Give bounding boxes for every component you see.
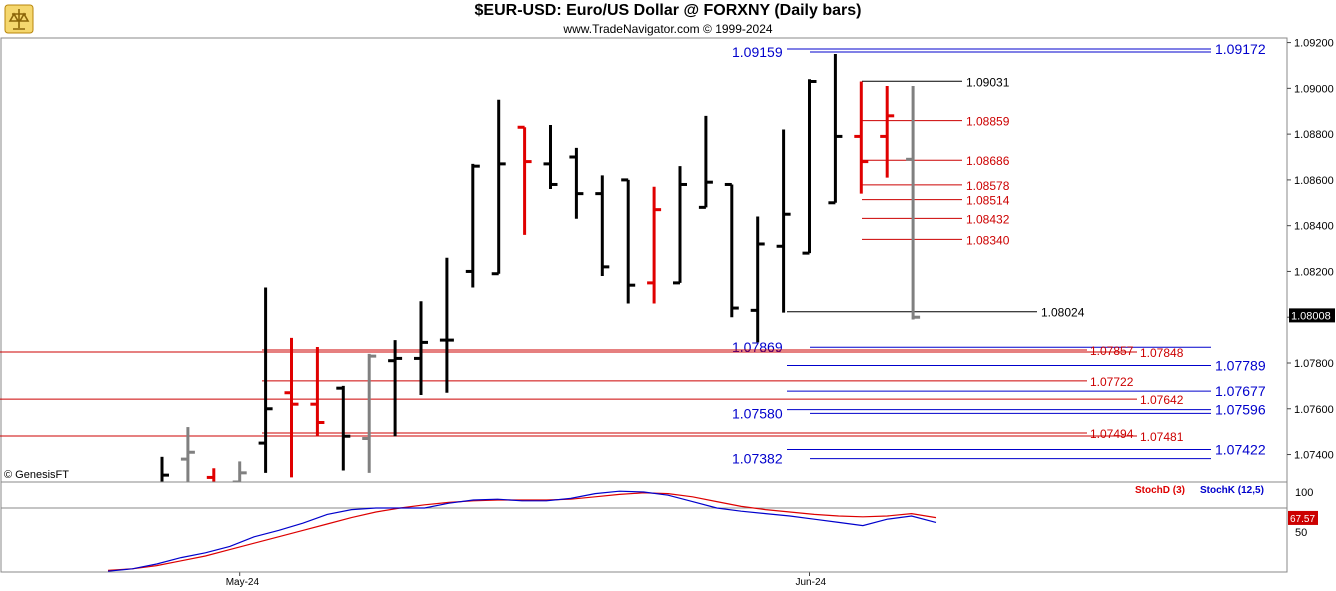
stoch-tick-label: 100 [1295, 487, 1313, 499]
level-label: 1.07857 [1090, 344, 1134, 358]
stoch-k-line [107, 490, 937, 572]
ohlc-bar [517, 125, 532, 235]
ohlc-bar [388, 340, 403, 437]
price-tick-label: 1.08200 [1294, 266, 1334, 278]
price-tick-label: 1.07400 [1294, 450, 1334, 462]
level-label: 1.07422 [1215, 442, 1266, 458]
ohlc-bar [647, 186, 662, 304]
level-label: 1.09172 [1215, 41, 1266, 57]
last-price-label: 1.08008 [1291, 310, 1331, 322]
ohlc-bar [284, 337, 299, 478]
stoch-value-label: 67.57 [1290, 514, 1315, 525]
level-label: 1.09159 [732, 44, 783, 60]
price-tick-label: 1.08400 [1294, 221, 1334, 233]
level-label: 1.07789 [1215, 358, 1266, 374]
ohlc-bar [336, 385, 351, 471]
credit-label: © GenesisFT [4, 469, 69, 481]
ohlc-bar [854, 81, 869, 194]
level-label: 1.07642 [1140, 393, 1184, 407]
level-label: 1.08024 [1041, 306, 1085, 320]
ohlc-bar [698, 115, 713, 209]
price-tick-label: 1.07800 [1294, 358, 1334, 370]
level-label: 1.07580 [732, 405, 783, 421]
ohlc-bar [258, 287, 273, 473]
ohlc-bar [310, 346, 325, 437]
level-label: 1.07677 [1215, 383, 1266, 399]
chart-subtitle: www.TradeNavigator.com © 1999-2024 [563, 22, 773, 36]
ohlc-bar [439, 257, 454, 393]
price-tick-label: 1.09000 [1294, 83, 1334, 95]
ohlc-bar [621, 178, 636, 304]
ohlc-bar [802, 79, 817, 255]
ohlc-bar [569, 147, 584, 219]
stoch-d-legend: StochD (3) [1135, 485, 1185, 496]
level-label: 1.07869 [732, 339, 783, 355]
level-label: 1.07596 [1215, 402, 1266, 418]
trade-navigator-logo [4, 4, 34, 34]
date-tick-label: May-24 [226, 577, 260, 588]
stoch-tick-label: 50 [1295, 527, 1307, 539]
last-price-tag [1289, 308, 1335, 323]
level-label: 1.08432 [966, 212, 1010, 226]
ohlc-bar [880, 86, 895, 178]
level-label: 1.08514 [966, 194, 1010, 208]
stochastic-panel: May-24 Jun-24 100 50 StochD (3) StochK (12,5)… [0, 481, 1318, 588]
chart-title: $EUR-USD: Euro/US Dollar @ FORXNY (Daily… [474, 2, 862, 19]
level-label: 1.09031 [966, 75, 1010, 89]
ohlc-bar [776, 129, 791, 313]
ohlc-bar [180, 427, 195, 482]
level-label: 1.08686 [966, 154, 1010, 168]
date-tick-label: Jun-24 [796, 577, 827, 588]
level-label: 1.08340 [966, 233, 1010, 247]
price-tick-label: 1.07600 [1294, 404, 1334, 416]
price-tick-label: 1.08800 [1294, 129, 1334, 141]
level-label: 1.07481 [1140, 430, 1184, 444]
chart-header: $EUR-USD: Euro/US Dollar @ FORXNY (Daily… [0, 0, 1336, 38]
price-plot-area [0, 37, 1288, 483]
stoch-value-tag [1288, 510, 1318, 525]
ohlc-bar [206, 468, 216, 482]
price-tick-label: 1.08600 [1294, 175, 1334, 187]
ohlc-bar [673, 166, 687, 285]
stoch-k-legend: StochK (12,5) [1200, 485, 1264, 496]
ohlc-bar [595, 175, 610, 277]
price-panel: 1.09200 1.09000 1.08800 1.08600 1.08400 1.082… [0, 37, 1335, 484]
ohlc-bar [724, 182, 739, 318]
stoch-d-line [107, 492, 937, 571]
ohlc-bar [362, 353, 377, 473]
level-label: 1.07382 [732, 451, 783, 467]
ohlc-bar [465, 163, 480, 288]
level-label: 1.07722 [1090, 375, 1134, 389]
ohlc-bar [828, 54, 843, 205]
level-label: 1.07494 [1090, 427, 1134, 441]
level-label: 1.08859 [966, 115, 1010, 129]
ohlc-bar [750, 216, 765, 343]
level-label: 1.08578 [966, 179, 1010, 193]
ohlc-bar [414, 301, 428, 396]
ohlc-bar [160, 456, 169, 482]
stoch-plot-area [0, 481, 1288, 573]
ohlc-bar [491, 99, 506, 276]
level-label: 1.07848 [1140, 346, 1184, 360]
ohlc-bar [906, 86, 921, 320]
ohlc-bar [543, 124, 558, 190]
price-tick-label: 1.09200 [1294, 38, 1334, 50]
